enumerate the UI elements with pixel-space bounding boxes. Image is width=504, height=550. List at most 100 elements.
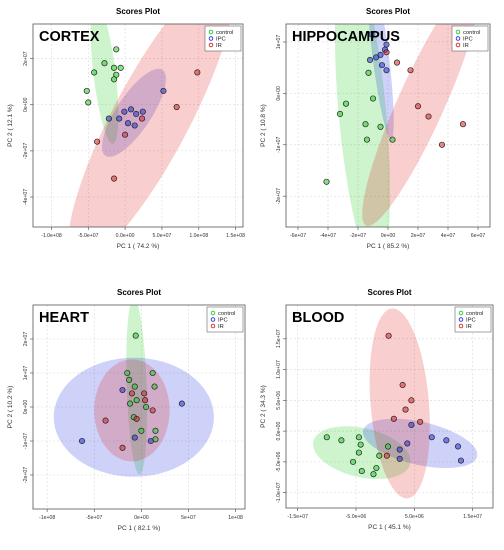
point-control [133,397,140,404]
point-ir [407,67,414,74]
point-ir [385,332,392,339]
ellipse-ir [69,24,230,227]
point-ir [383,49,390,56]
y-axis-label: PC 2 ( 34.3 %) [260,385,267,428]
point-ir [393,59,401,66]
x-tick-label: 1.0e+08 [189,233,208,239]
legend-marker-control [458,310,464,316]
x-tick-label: 0e+00 [134,515,149,521]
point-control [342,100,350,107]
point-control [132,332,139,339]
point-control [384,443,392,450]
y-tick-label: -5.0e+06 [276,451,282,472]
point-ir [119,444,126,451]
plot-frame [285,304,494,509]
legend-marker-ipc [458,317,464,322]
x-axis-label: PC 1 ( 45.1 %) [368,524,411,531]
point-ipc [377,51,384,58]
point-ipc [147,437,154,445]
legend-marker-control [455,29,461,35]
x-tick-label: -1.5e+07 [287,514,308,520]
point-ir [122,131,129,138]
point-ipc [160,87,167,94]
point-control [323,434,330,441]
y-tick-label: 0.0e+00 [276,422,282,441]
point-ipc [121,108,128,115]
x-tick-label: 2e+07 [411,233,426,239]
legend-label: IR [216,43,222,49]
ellipse-control [335,24,390,227]
point-control [358,468,365,475]
panel-label: HIPPOCAMPUS [292,29,400,45]
point-control [117,64,124,71]
panel-label: BLOOD [292,310,344,326]
legend-marker-ir [455,42,461,48]
grid [286,305,493,508]
point-control [113,46,120,53]
x-tick-label: 0.0e+00 [116,233,135,239]
point-ir [390,415,397,422]
y-axis-label: PC 2 ( 10.2 %) [7,386,14,429]
point-control [149,369,156,377]
y-tick-label: -2e+07 [23,143,29,159]
point-ipc [368,31,375,38]
x-tick-label: -5e+07 [86,515,102,521]
point-ipc [131,122,138,129]
x-axis-label: PC 1 ( 82.1 %) [118,525,161,532]
point-ipc [105,115,112,122]
ellipse-ir [94,359,170,462]
y-axis-label: PC 2 ( 12.1 %) [7,104,14,147]
y-tick-label: -2e+07 [23,467,29,483]
x-tick-label: 1e+08 [228,515,243,521]
legend-label: IPC [463,37,473,43]
point-ir [139,115,146,122]
y-tick-label: 2e+07 [23,51,29,66]
point-ipc [454,443,462,450]
point-ipc [457,457,464,464]
legend-label: control [218,311,235,317]
point-control [138,427,145,434]
ellipse-ir [369,308,430,499]
point-control [377,123,384,130]
point-ipc [133,110,140,118]
legend-marker-ir [210,323,216,329]
legend-label: IPC [216,37,226,43]
point-ipc [383,67,390,74]
x-tick-label: -4e+07 [320,233,336,239]
legend-label: IPC [466,318,476,324]
point-control [370,471,377,478]
panel-label: CORTEX [39,29,100,45]
y-tick-label: 0e+00 [23,400,29,415]
point-control [111,76,118,83]
y-tick-label: -2e+07 [276,188,282,204]
point-control [389,136,396,143]
point-control [152,427,159,434]
point-ir [438,141,446,148]
y-tick-label: 0e+00 [276,86,282,101]
grid [286,24,490,227]
point-ipc [139,108,146,115]
point-ir [399,381,406,389]
point-ipc [119,386,126,394]
ellipse-ir [362,24,475,226]
point-ipc [127,106,135,113]
point-ipc [396,455,403,462]
x-tick-label: 0e+00 [381,233,396,239]
point-ipc [408,421,415,429]
ellipse-control [90,24,119,144]
plot-title: Scores Plot [366,7,410,16]
point-ir [133,415,140,422]
point-ir [383,452,390,459]
x-axis-label: PC 1 ( 85.2 %) [367,243,410,250]
legend-marker-ir [458,323,464,329]
y-tick-label: -1e+07 [276,137,282,153]
x-tick-label: 1.5e+07 [463,514,482,520]
legend-label: control [466,311,483,317]
point-ir [128,390,135,397]
legend-label: IPC [218,318,228,324]
scores-plot-panel: Scores Plot -6e+07 -4e+07 -2e+07 0e+00 2e+07 4… [260,7,491,250]
